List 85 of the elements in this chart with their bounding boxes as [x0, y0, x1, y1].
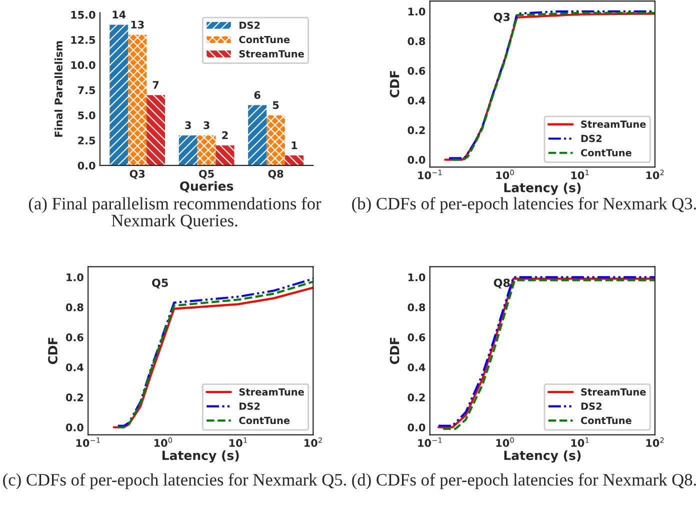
y-tick-label: 0.8 [66, 303, 84, 312]
y-tick-label: 0.2 [66, 393, 84, 402]
x-tick-label: 10$^{0}$ [154, 437, 172, 447]
y-tick-label: 5.0 [78, 111, 96, 120]
data-label: 14 [112, 10, 126, 18]
data-label: 5 [272, 101, 279, 110]
bar [285, 155, 304, 166]
bar [197, 135, 216, 166]
legend-label: StreamTune [581, 388, 646, 396]
y-tick-label: 15.0 [71, 10, 96, 19]
y-tick-label: 2.5 [78, 136, 96, 144]
legend-label: StreamTune [239, 50, 304, 58]
y-tick-label: 0.2 [408, 393, 425, 402]
legend-label: StreamTune [581, 120, 646, 128]
annotation: Q3 [494, 12, 510, 23]
x-tick-label: 10$^{2}$ [646, 437, 664, 447]
legend-label: DS2 [581, 402, 602, 410]
legend-label: ContTune [580, 149, 632, 156]
x-tick-label: 10$^{1}$ [571, 437, 589, 447]
bar [248, 105, 267, 166]
x-tick-label: 10$^{−1}$ [418, 437, 442, 447]
x-axis-title: Latency (s) [504, 182, 581, 195]
data-label: 2 [222, 131, 228, 140]
legend-label: DS2 [240, 22, 260, 29]
bar [266, 115, 286, 166]
text: (b) CDFs of per-epoch latencies for Nexmark Q3. [352, 197, 696, 214]
y-axis-title: CDF [390, 71, 400, 98]
bar [216, 145, 234, 166]
x-axis-title: Latency (s) [504, 450, 581, 463]
x-tick-label: Q5 [199, 170, 214, 180]
y-tick-label: 0.0 [408, 156, 426, 164]
x-tick-label: Q8 [268, 170, 284, 180]
bar [128, 34, 147, 166]
text: (c) CDFs of per-epoch latencies for Nexmark Q5. [3, 473, 346, 490]
y-tick-label: 0.6 [66, 333, 84, 342]
y-axis-title: CDF [48, 338, 58, 364]
x-tick-label: 10$^{0}$ [496, 170, 514, 180]
legend-label: ContTune [239, 36, 290, 44]
data-label: 7 [152, 81, 159, 89]
x-axis-title: Queries [180, 181, 234, 192]
y-tick-label: 12.5 [71, 36, 96, 44]
legend-label: StreamTune [239, 388, 304, 396]
x-tick-label: 10$^{1}$ [230, 437, 247, 447]
bar [178, 135, 198, 166]
y-tick-label: 0.6 [408, 66, 426, 75]
y-tick-label: 1.0 [408, 8, 426, 16]
y-axis-title: Final Parallelism [54, 41, 63, 137]
y-tick-label: 0.2 [408, 126, 425, 134]
y-axis-title: CDF [390, 338, 400, 364]
y-tick-label: 0.4 [66, 363, 84, 372]
text: (d) CDFs of per-epoch latencies for Nexmark Q8. [352, 473, 696, 490]
data-label: 3 [185, 121, 191, 130]
y-tick-label: 1.0 [408, 273, 426, 282]
y-tick-label: 0.4 [408, 96, 426, 104]
x-tick-label: 10$^{2}$ [304, 437, 322, 447]
annotation: Q8 [494, 278, 510, 288]
legend-label: ContTune [239, 416, 290, 424]
y-tick-label: 0.8 [408, 303, 426, 312]
legend-label: ContTune [580, 416, 632, 424]
text: (a) Final parallelism recommendations for Nexmark Queries. [28, 197, 322, 230]
x-tick-label: 10$^{1}$ [571, 170, 589, 180]
y-tick-label: 7.5 [78, 86, 96, 94]
data-label: 1 [292, 141, 298, 150]
x-tick-label: 10$^{0}$ [496, 437, 514, 447]
y-tick-label: 0.0 [66, 423, 84, 432]
annotation: Q5 [152, 278, 168, 288]
data-label: 13 [131, 20, 144, 29]
legend-label: DS2 [581, 134, 602, 142]
x-tick-label: Q3 [130, 170, 145, 180]
bar [110, 24, 128, 166]
y-tick-label: 10.0 [71, 61, 96, 70]
x-tick-label: 10$^{−1}$ [76, 437, 100, 447]
y-tick-label: 0.4 [408, 363, 426, 372]
x-tick-label: 10$^{−1}$ [418, 170, 442, 180]
y-tick-label: 0.0 [408, 423, 426, 432]
data-label: 6 [254, 91, 260, 99]
x-tick-label: 10$^{2}$ [646, 170, 664, 180]
x-axis-title: Latency (s) [162, 450, 239, 463]
legend-label: DS2 [240, 402, 260, 410]
y-tick-label: 1.0 [66, 273, 84, 282]
bar [146, 95, 166, 166]
y-tick-label: 0.0 [78, 162, 96, 170]
data-label: 3 [204, 121, 210, 130]
y-tick-label: 0.6 [408, 333, 426, 342]
y-tick-label: 0.8 [408, 37, 426, 46]
